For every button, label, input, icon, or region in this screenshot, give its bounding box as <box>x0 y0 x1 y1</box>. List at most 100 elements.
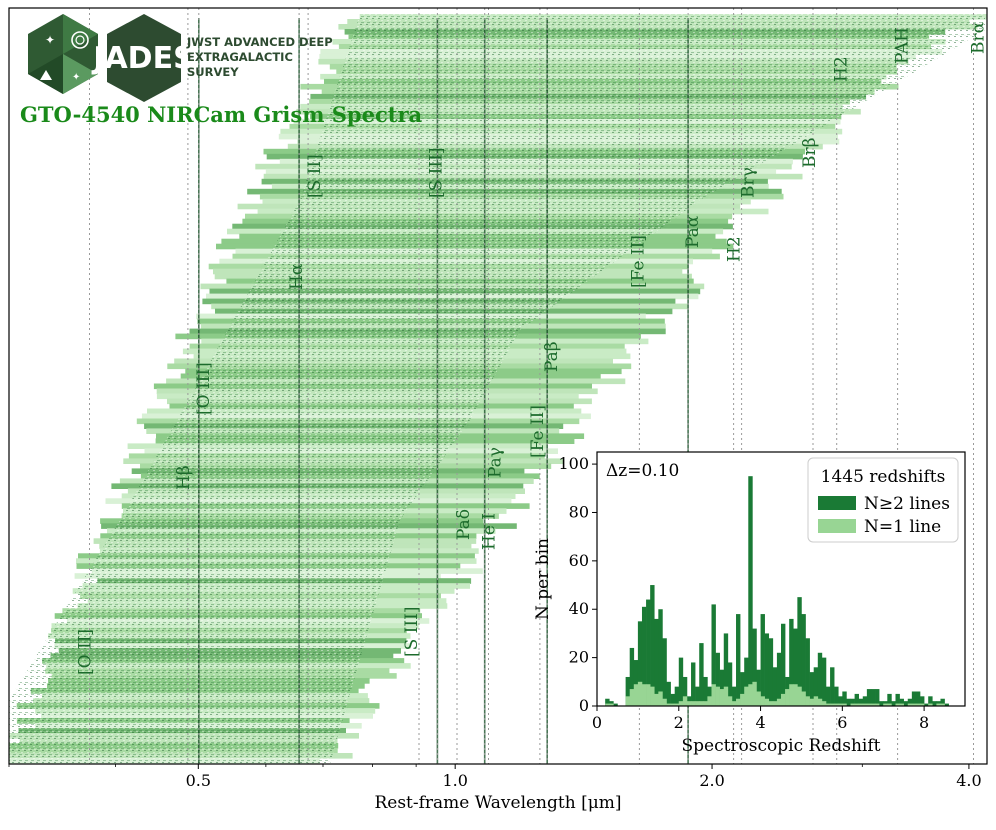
x-axis-label: Rest-frame Wavelength [μm] <box>374 793 621 813</box>
hist-bar-multi-line <box>719 669 725 706</box>
logo-word-hexagon <box>107 14 181 102</box>
emission-line-label: He I <box>480 513 500 550</box>
hist-bar-multi-line <box>850 698 855 706</box>
hist-bar-single-line <box>715 686 720 706</box>
hist-bar-multi-line <box>809 672 815 706</box>
hist-bar-multi-line <box>805 638 810 706</box>
spectra-panel: 0.5 1.0 2.0 4.0 Rest-frame Wavelength [μm] … <box>8 7 989 813</box>
hist-bar-multi-line <box>838 696 843 706</box>
hist-bar-multi-line <box>650 585 655 706</box>
hist-bar-single-line <box>858 703 864 706</box>
hist-bar-multi-line <box>801 614 806 706</box>
hist-bar-multi-line <box>736 614 741 706</box>
hist-bar-single-line <box>731 701 737 706</box>
svg-text:✦: ✦ <box>72 72 80 83</box>
hist-bar-single-line <box>637 681 643 706</box>
hist-bar-single-line <box>744 686 749 706</box>
inset-frame <box>596 451 966 707</box>
hist-bar-multi-line <box>895 693 900 706</box>
hist-bar-single-line <box>662 698 667 706</box>
logo-word: JADES <box>91 41 194 76</box>
hist-bar-single-line <box>711 684 716 706</box>
hist-bar-single-line <box>646 684 651 706</box>
hist-bar-multi-line <box>793 628 798 706</box>
hist-bar-single-line <box>641 684 647 706</box>
hist-bar-single-line <box>870 703 876 706</box>
hist-bar-single-line <box>752 681 757 706</box>
redshift-histogram-inset: 0 2 4 6 8 0 20 40 60 80 100 Spectroscopic Redshif… <box>533 451 966 756</box>
hist-bar-multi-line <box>744 657 749 706</box>
hist-bar-single-line <box>830 703 835 706</box>
legend-label-multi-line: N≥2 lines <box>864 494 950 514</box>
hist-bar-multi-line <box>772 667 778 706</box>
hist-bar-multi-line <box>821 657 827 706</box>
logo-line-3: SURVEY <box>187 65 239 79</box>
hist-bar-multi-line <box>633 660 639 706</box>
hist-bar-multi-line <box>911 691 917 706</box>
hist-bar-single-line <box>866 703 872 706</box>
hist-bar-multi-line <box>883 701 888 706</box>
inset-x-tick-label: 2 <box>674 713 684 732</box>
hist-bar-multi-line <box>646 599 651 706</box>
hist-bar-multi-line <box>907 698 913 706</box>
hist-bar-multi-line <box>613 703 618 706</box>
hist-bar-multi-line <box>920 696 925 706</box>
legend-label-single-line: N=1 line <box>864 517 941 537</box>
hist-bar-multi-line <box>879 701 884 706</box>
hist-bar-multi-line <box>891 701 896 706</box>
x-tick-label: 2.0 <box>699 771 724 790</box>
hist-bar-single-line <box>915 703 921 706</box>
hist-bar-single-line <box>781 693 786 706</box>
hist-bar-single-line <box>809 698 815 706</box>
bin-width-annotation: Δz=0.10 <box>606 461 679 481</box>
hist-bar-single-line <box>625 696 631 706</box>
hist-bar-multi-line <box>764 633 770 706</box>
emission-line-label: [S II] <box>305 154 325 198</box>
inset-y-label: N per bin <box>533 538 553 620</box>
hist-bar-single-line <box>850 703 855 706</box>
hist-bar-multi-line <box>711 604 716 706</box>
hist-bar-multi-line <box>670 693 675 706</box>
hist-bar-multi-line <box>813 667 819 706</box>
hist-bar-single-line <box>842 703 847 706</box>
hist-bar-single-line <box>695 701 700 706</box>
hist-bar-single-line <box>658 691 663 706</box>
hist-bar-single-line <box>686 701 692 706</box>
hist-bar-multi-line <box>830 667 835 706</box>
legend-swatch-single-line <box>818 519 856 533</box>
hist-bar-single-line <box>772 701 778 706</box>
hist-bar-single-line <box>703 701 708 706</box>
hist-bar-single-line <box>707 696 712 706</box>
hist-bar-single-line <box>666 703 671 706</box>
hist-bar-multi-line <box>817 652 823 706</box>
hist-bar-single-line <box>838 703 843 706</box>
hist-bar-multi-line <box>695 686 700 706</box>
hist-bar-single-line <box>801 691 806 706</box>
hist-bar-single-line <box>821 701 827 706</box>
hist-bar-multi-line <box>846 698 851 706</box>
hist-bar-multi-line <box>674 686 680 706</box>
hist-bar-multi-line <box>887 693 892 706</box>
hist-bar-single-line <box>650 686 655 706</box>
hist-bar-single-line <box>691 701 696 706</box>
inset-y-tick-label: 20 <box>569 648 589 667</box>
hist-bar-multi-line <box>936 701 941 706</box>
hist-bar-multi-line <box>903 701 909 706</box>
hist-bar-single-line <box>736 698 741 706</box>
hist-bar-multi-line <box>740 672 745 706</box>
hist-bar-multi-line <box>825 686 831 706</box>
hist-bar-multi-line <box>723 633 729 706</box>
hist-bar-single-line <box>776 698 782 706</box>
hist-bar-single-line <box>895 703 900 706</box>
x-tick-label: 1.0 <box>442 771 467 790</box>
emission-line-label: Brα <box>969 21 989 54</box>
emission-line-label: [Fe II] <box>528 405 548 458</box>
inset-x-tick-label: 4 <box>755 713 765 732</box>
main-plot-frame <box>8 7 988 765</box>
hist-bar-multi-line <box>899 698 904 706</box>
hist-bar-single-line <box>789 684 794 706</box>
emission-line-label: [S III] <box>402 607 422 657</box>
hist-bar-multi-line <box>875 689 880 706</box>
hist-bar-single-line <box>760 696 765 706</box>
